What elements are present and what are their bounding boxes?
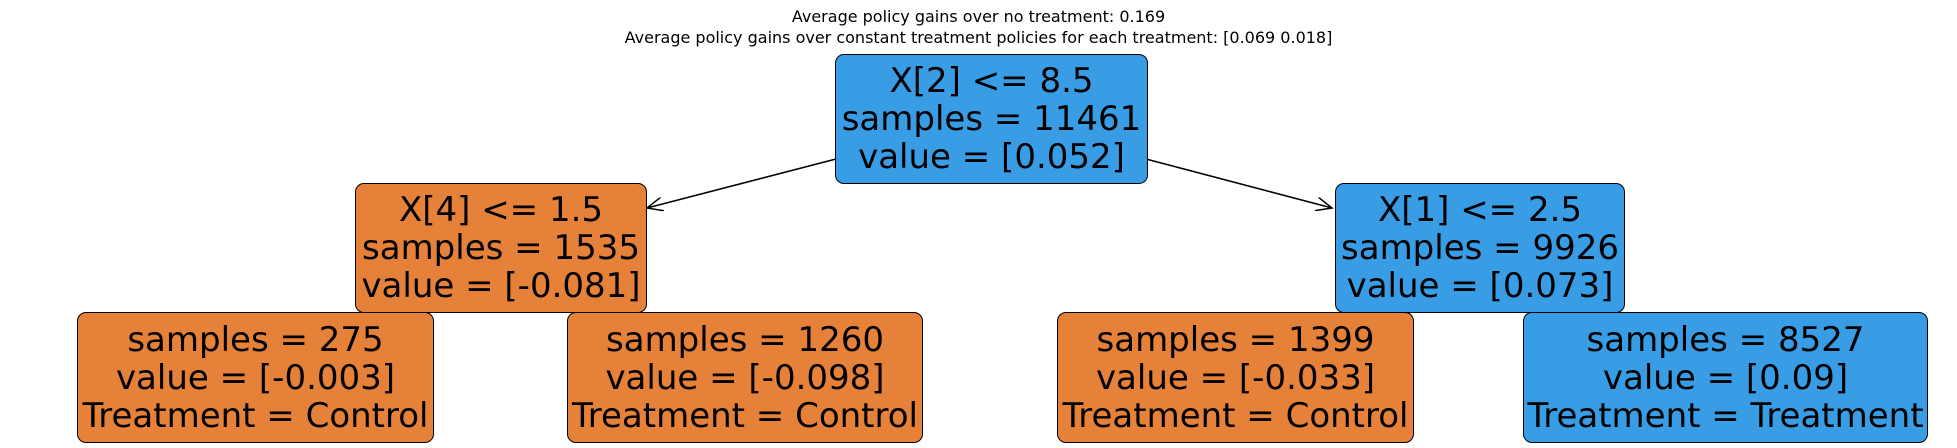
leaf-right-right-treatment: Treatment = Treatment xyxy=(1527,395,1924,436)
leaf-left-right-value: value = [-0.098] xyxy=(605,357,885,398)
leaf-left-right-samples: samples = 1260 xyxy=(606,319,884,360)
title-line-2: Average policy gains over constant treat… xyxy=(624,28,1333,47)
node-right-value: value = [0.073] xyxy=(1346,266,1614,306)
leaf-left-left-value: value = [-0.003] xyxy=(115,357,396,398)
leaf-right-left-treatment: Treatment = Control xyxy=(1062,395,1409,436)
leaf-left-right-treatment: Treatment = Control xyxy=(571,395,918,436)
tree-leaf-left-left: samples = 275 value = [-0.003] Treatment… xyxy=(77,312,434,443)
leaf-right-left-value: value = [-0.033] xyxy=(1095,357,1376,398)
tree-leaf-left-right: samples = 1260 value = [-0.098] Treatmen… xyxy=(567,312,923,443)
tree-node-root: X[2] <= 8.5 samples = 11461 value = [0.0… xyxy=(835,54,1148,184)
node-root-samples: samples = 11461 xyxy=(841,99,1142,139)
tree-node-right: X[1] <= 2.5 samples = 9926 value = [0.07… xyxy=(1335,183,1625,313)
leaf-right-right-value: value = [0.09] xyxy=(1602,357,1849,398)
title-line-1: Average policy gains over no treatment: … xyxy=(791,7,1166,26)
node-root-value: value = [0.052] xyxy=(858,137,1125,177)
edge-root-left xyxy=(647,158,837,208)
tree-node-left: X[4] <= 1.5 samples = 1535 value = [-0.0… xyxy=(355,183,647,313)
node-left-value: value = [-0.081] xyxy=(361,266,641,306)
tree-leaf-right-right: samples = 8527 value = [0.09] Treatment … xyxy=(1523,312,1928,443)
leaf-left-left-treatment: Treatment = Control xyxy=(82,395,429,436)
leaf-right-left-samples: samples = 1399 xyxy=(1096,319,1375,360)
node-root-split: X[2] <= 8.5 xyxy=(889,61,1094,101)
leaf-right-right-samples: samples = 8527 xyxy=(1586,319,1865,360)
node-left-split: X[4] <= 1.5 xyxy=(398,190,604,230)
tree-leaf-right-left: samples = 1399 value = [-0.033] Treatmen… xyxy=(1057,312,1414,443)
edge-root-right xyxy=(1145,158,1332,208)
node-right-samples: samples = 9926 xyxy=(1341,228,1619,268)
leaf-left-left-samples: samples = 275 xyxy=(127,319,384,360)
node-right-split: X[1] <= 2.5 xyxy=(1377,190,1583,230)
node-left-samples: samples = 1535 xyxy=(362,228,640,268)
